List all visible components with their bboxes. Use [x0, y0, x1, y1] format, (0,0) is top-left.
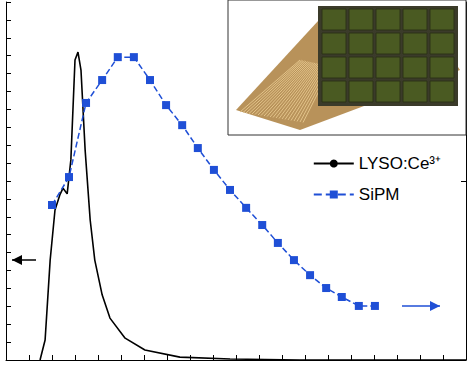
svg-text:LYSO:Ce³⁺: LYSO:Ce³⁺ — [359, 154, 441, 173]
svg-text:SiPM: SiPM — [359, 185, 400, 204]
